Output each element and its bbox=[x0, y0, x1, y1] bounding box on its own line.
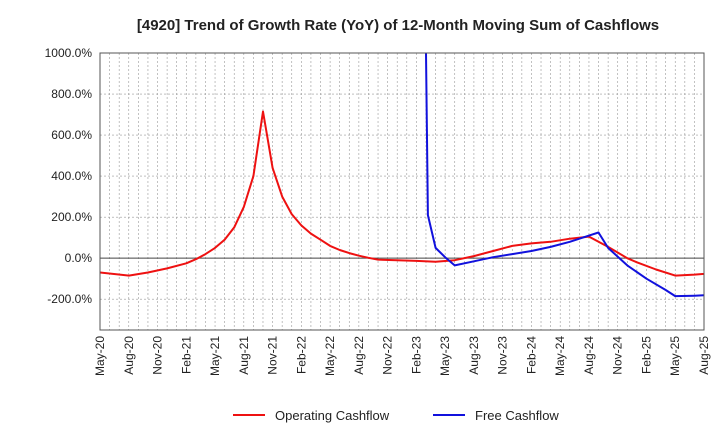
legend-label-operating: Operating Cashflow bbox=[275, 408, 390, 423]
grid bbox=[100, 52, 704, 330]
y-tick-label: 200.0% bbox=[51, 210, 92, 224]
x-tick-label: Feb-24 bbox=[524, 336, 538, 374]
x-tick-label: Aug-24 bbox=[582, 336, 596, 375]
x-tick-label: Aug-25 bbox=[697, 336, 711, 375]
x-tick-label: May-23 bbox=[438, 336, 452, 376]
x-tick-label: May-21 bbox=[208, 336, 222, 376]
y-axis-ticks: 1000.0% 800.0% 600.0% 400.0% 200.0% 0.0% -200.… bbox=[45, 46, 93, 306]
x-axis-ticks: May-20 Aug-20 Nov-20 Feb-21 May-21 Aug-21 Nov-… bbox=[93, 336, 711, 376]
x-tick-label: Feb-23 bbox=[409, 336, 423, 374]
y-tick-label: 800.0% bbox=[51, 87, 92, 101]
legend: Operating Cashflow Free Cashflow bbox=[233, 408, 559, 423]
plot-frame bbox=[99, 52, 705, 331]
legend-label-free: Free Cashflow bbox=[475, 408, 559, 423]
y-tick-label: 1000.0% bbox=[45, 46, 93, 60]
x-tick-label: Aug-21 bbox=[237, 336, 251, 375]
x-tick-label: Nov-20 bbox=[151, 336, 165, 375]
operating-cashflow-line bbox=[100, 110, 704, 277]
y-tick-label: 0.0% bbox=[65, 251, 93, 265]
x-tick-label: Nov-21 bbox=[266, 336, 280, 375]
x-tick-label: Feb-21 bbox=[179, 336, 193, 374]
free-cashflow-line bbox=[425, 53, 704, 298]
y-tick-label: 400.0% bbox=[51, 169, 92, 183]
x-tick-label: May-24 bbox=[553, 336, 567, 376]
x-tick-label: May-20 bbox=[93, 336, 107, 376]
x-tick-label: Nov-24 bbox=[611, 336, 625, 375]
x-tick-label: May-22 bbox=[323, 336, 337, 376]
y-tick-label: -200.0% bbox=[47, 292, 92, 306]
chart-title: [4920] Trend of Growth Rate (YoY) of 12-… bbox=[137, 17, 659, 34]
x-tick-label: Aug-23 bbox=[467, 336, 481, 375]
x-tick-label: May-25 bbox=[668, 336, 682, 376]
x-tick-label: Aug-20 bbox=[122, 336, 136, 375]
series-lines bbox=[100, 53, 704, 298]
x-tick-label: Aug-22 bbox=[352, 336, 366, 375]
x-tick-label: Nov-23 bbox=[496, 336, 510, 375]
x-tick-label: Feb-25 bbox=[639, 336, 653, 374]
x-tick-label: Nov-22 bbox=[381, 336, 395, 375]
x-tick-label: Feb-22 bbox=[294, 336, 308, 374]
y-tick-label: 600.0% bbox=[51, 128, 92, 142]
